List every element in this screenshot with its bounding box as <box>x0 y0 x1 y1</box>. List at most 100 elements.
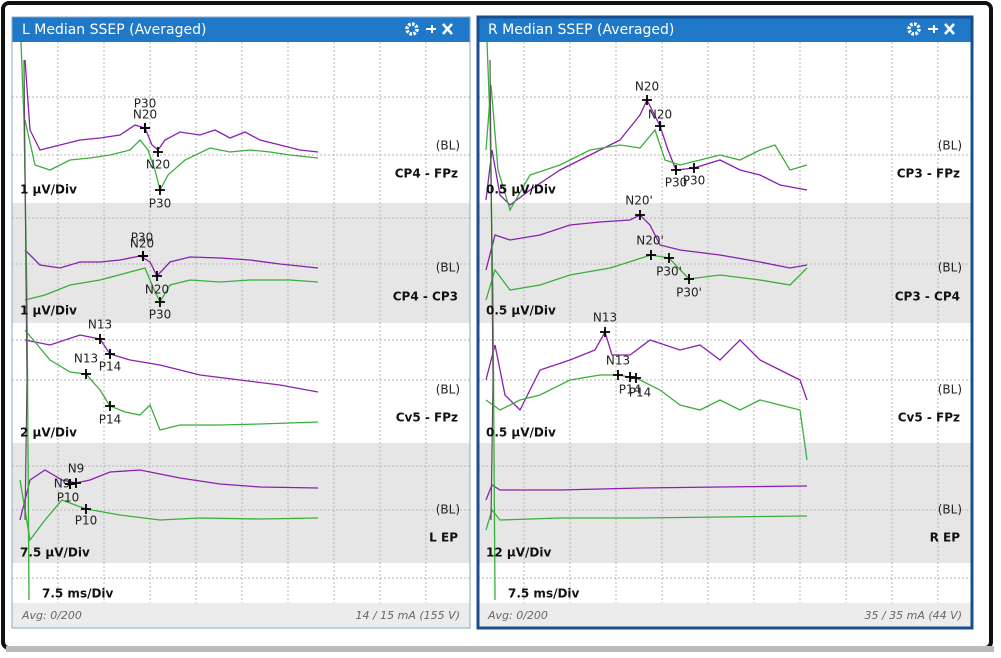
trace-contra <box>485 508 808 531</box>
marker-label: N9 <box>68 462 85 476</box>
channel-band <box>12 443 470 563</box>
channel-band <box>478 42 972 203</box>
baseline-label: (BL) <box>938 139 962 153</box>
status-bar <box>12 603 470 628</box>
marker-cross <box>613 370 623 380</box>
scale-label: 7.5 µV/Div <box>20 546 90 560</box>
baseline-label: (BL) <box>436 503 460 517</box>
panel-title: R Median SSEP (Averaged) <box>488 22 674 38</box>
channel-name: L EP <box>429 531 458 545</box>
panel-title: L Median SSEP (Averaged) <box>22 22 206 38</box>
marker-label: P14 <box>619 383 642 397</box>
baseline-label: (BL) <box>436 139 460 153</box>
marker-label: P30' <box>676 286 702 300</box>
scale-label: 0.5 µV/Div <box>486 183 556 197</box>
channel-name: CP3 - FPz <box>897 167 960 181</box>
marker-label: N13 <box>88 318 112 332</box>
panel-border <box>476 15 974 630</box>
trace-ipsi <box>485 98 808 206</box>
baseline-label: (BL) <box>436 261 460 275</box>
channel-band <box>478 443 972 563</box>
marker-cross <box>105 349 115 359</box>
trace-ipsi <box>24 249 319 278</box>
marker-label: P14 <box>99 413 122 427</box>
timebase-label: 7.5 ms/Div <box>42 587 114 601</box>
scale-label: 12 µV/Div <box>486 546 551 560</box>
marker-cross <box>65 479 75 489</box>
marker-label: P10 <box>57 491 80 505</box>
pin-icon[interactable] <box>928 25 938 33</box>
marker-cross <box>646 250 656 260</box>
marker-label: N13 <box>74 352 98 366</box>
trace-ipsi <box>19 469 319 521</box>
marker-cross <box>95 334 105 344</box>
stimulus-artifact <box>489 59 494 521</box>
trace-contra <box>485 84 808 212</box>
avg-status: Avg: 0/200 <box>487 609 548 622</box>
marker-label: P30 <box>149 308 172 322</box>
avg-status: Avg: 0/200 <box>21 609 82 622</box>
close-icon[interactable] <box>944 23 955 35</box>
scale-label: 1 µV/Div <box>20 304 77 318</box>
marker-cross <box>152 271 162 281</box>
trace-ipsi <box>485 330 808 412</box>
marker-cross <box>671 165 681 175</box>
marker-cross <box>684 274 694 284</box>
channel-name: CP4 - FPz <box>395 167 458 181</box>
marker-label: N20 <box>130 237 154 251</box>
marker-label: P14 <box>99 360 122 374</box>
baseline-label: (BL) <box>938 383 962 397</box>
marker-cross <box>140 123 150 133</box>
marker-label: N20 <box>145 283 169 297</box>
marker-label: N20' <box>625 194 653 208</box>
trace-ipsi <box>24 334 319 393</box>
baseline-label: (BL) <box>938 503 962 517</box>
timebase-label: 7.5 ms/Div <box>508 587 580 601</box>
trace-contra <box>24 329 319 431</box>
channel-name: CP4 - CP3 <box>393 290 458 304</box>
marker-cross <box>71 478 81 488</box>
marker-label: N20 <box>146 158 170 172</box>
channel-band <box>478 323 972 443</box>
marker-cross <box>153 147 163 157</box>
settings-icon[interactable] <box>907 22 921 36</box>
marker-cross <box>655 121 665 131</box>
marker-cross <box>105 401 115 411</box>
trace-contra <box>485 374 808 461</box>
marker-label: P10 <box>75 514 98 528</box>
marker-cross <box>635 210 645 220</box>
channel-name: Cv5 - FPz <box>898 411 960 425</box>
marker-label: N9 <box>54 477 71 491</box>
frame-shadow <box>6 646 994 652</box>
status-bar <box>478 603 972 628</box>
channel-name: CP3 - CP4 <box>895 290 960 304</box>
marker-cross <box>664 253 674 263</box>
marker-cross <box>155 297 165 307</box>
trace-contra <box>19 479 319 542</box>
marker-cross <box>689 163 699 173</box>
scale-label: 0.5 µV/Div <box>486 304 556 318</box>
baseline-label: (BL) <box>436 383 460 397</box>
settings-icon[interactable] <box>405 22 419 36</box>
marker-cross <box>138 251 148 261</box>
scale-label: 0.5 µV/Div <box>486 426 556 440</box>
marker-label: P30 <box>134 97 157 111</box>
marker-label: N20 <box>133 108 157 122</box>
pin-icon[interactable] <box>426 25 436 33</box>
marker-label: N20' <box>636 234 664 248</box>
scale-label: 1 µV/Div <box>20 183 77 197</box>
baseline-label: (BL) <box>938 261 962 275</box>
channel-band <box>12 203 470 323</box>
marker-label: N20 <box>648 108 672 122</box>
marker-label: P30 <box>131 231 154 245</box>
marker-cross <box>600 327 610 337</box>
marker-label: P14 <box>629 386 652 400</box>
stim-status: 35 / 35 mA (44 V) <box>864 609 962 622</box>
stimulus-artifact <box>23 59 28 521</box>
channel-band <box>12 42 470 203</box>
channel-band <box>478 563 972 603</box>
close-icon[interactable] <box>442 23 453 35</box>
marker-cross <box>155 185 165 195</box>
